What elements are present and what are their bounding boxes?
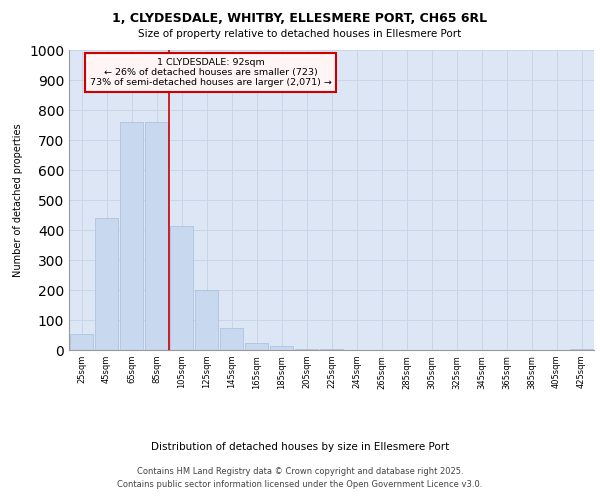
Text: 1, CLYDESDALE, WHITBY, ELLESMERE PORT, CH65 6RL: 1, CLYDESDALE, WHITBY, ELLESMERE PORT, C…	[112, 12, 488, 26]
Text: Contains HM Land Registry data © Crown copyright and database right 2025.: Contains HM Land Registry data © Crown c…	[137, 467, 463, 476]
Text: Size of property relative to detached houses in Ellesmere Port: Size of property relative to detached ho…	[139, 29, 461, 39]
Y-axis label: Number of detached properties: Number of detached properties	[13, 123, 23, 277]
Bar	[170, 226, 193, 350]
Bar	[194, 290, 218, 350]
Bar	[220, 328, 244, 350]
Text: Contains public sector information licensed under the Open Government Licence v3: Contains public sector information licen…	[118, 480, 482, 489]
Bar	[95, 218, 118, 350]
Bar	[269, 346, 293, 350]
Text: Distribution of detached houses by size in Ellesmere Port: Distribution of detached houses by size …	[151, 442, 449, 452]
Bar	[295, 348, 319, 350]
Text: 1 CLYDESDALE: 92sqm
← 26% of detached houses are smaller (723)
73% of semi-detac: 1 CLYDESDALE: 92sqm ← 26% of detached ho…	[90, 58, 332, 88]
Bar	[119, 122, 143, 350]
Bar	[145, 122, 169, 350]
Bar	[245, 342, 268, 350]
Bar	[70, 334, 94, 350]
